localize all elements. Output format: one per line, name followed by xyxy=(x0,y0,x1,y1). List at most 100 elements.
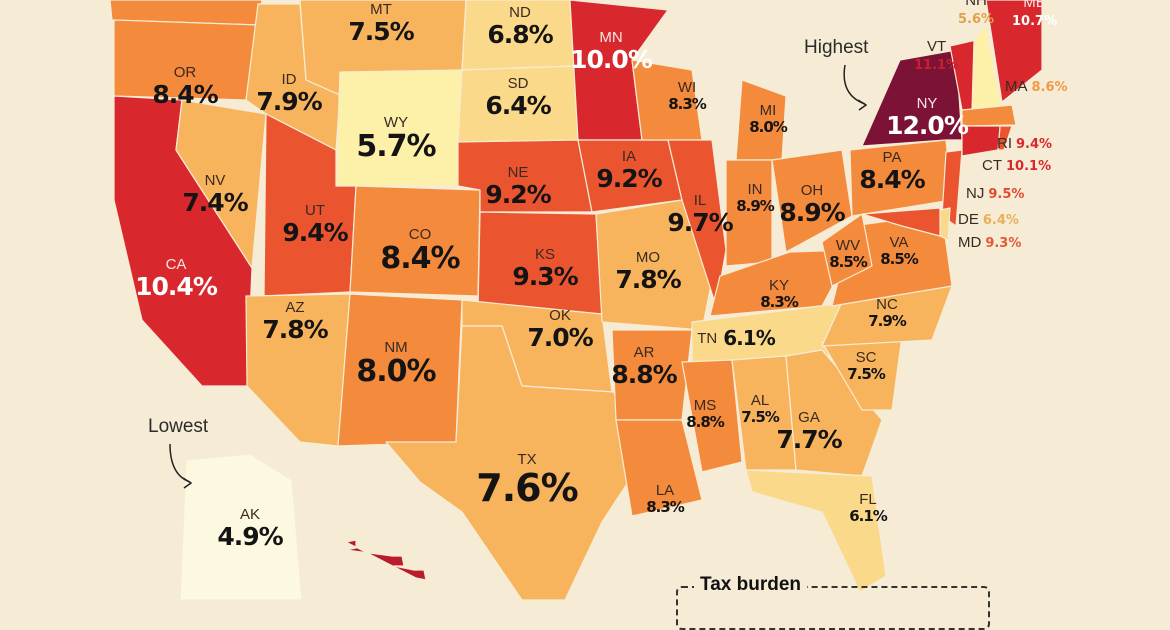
state-label-oh: OH 8.9% xyxy=(779,183,845,227)
state-label-ks: KS 9.3% xyxy=(512,247,578,289)
state-label-pa: PA 8.4% xyxy=(859,149,925,192)
state-fl xyxy=(745,469,887,593)
state-tax-value: 8.9% xyxy=(779,198,845,227)
state-tax-value: 8.5% xyxy=(880,250,919,268)
us-map xyxy=(109,0,1043,600)
state-abbr: AL xyxy=(750,392,770,409)
state-tax-value: 8.0% xyxy=(749,118,788,136)
state-abbr: WI xyxy=(677,79,697,96)
state-tax-value: 10.4% xyxy=(135,272,218,301)
state-tax-value: 8.9% xyxy=(736,197,775,215)
state-abbr: DE xyxy=(958,211,979,228)
state-la xyxy=(615,419,703,517)
highest-annotation: Highest xyxy=(804,37,869,58)
state-label-ms: MS 8.8% xyxy=(686,397,725,430)
state-abbr: RI xyxy=(997,135,1012,152)
state-abbr: AZ xyxy=(285,299,305,316)
state-abbr: CT xyxy=(982,157,1002,174)
state-abbr: MS xyxy=(693,397,717,414)
state-label-mn: MN 10.0% xyxy=(570,29,653,74)
state-label-la: LA 8.3% xyxy=(646,482,685,516)
state-md xyxy=(861,207,941,237)
state-label-ar: AR 8.8% xyxy=(611,344,677,387)
state-label-ok: OK 7.0% xyxy=(527,307,593,350)
state-tax-value: 9.4% xyxy=(282,218,348,247)
state-abbr: GA xyxy=(798,409,820,426)
state-tax-value: 9.2% xyxy=(485,180,551,209)
state-abbr: LA xyxy=(655,482,675,499)
state-tax-value: 6.8% xyxy=(487,20,553,49)
state-label-mi: MI 8.0% xyxy=(749,102,788,136)
state-abbr: MI xyxy=(759,102,777,119)
state-tax-value: 8.0% xyxy=(356,354,436,389)
state-abbr: PA xyxy=(882,149,902,166)
state-label-nh: NH 5.6% xyxy=(958,0,994,27)
state-abbr: UT xyxy=(305,202,325,219)
state-abbr: OK xyxy=(549,307,571,324)
state-nv xyxy=(175,99,267,269)
state-ak xyxy=(179,453,303,600)
state-label-wy: WY 5.7% xyxy=(356,114,436,162)
state-tax-value: 6.1% xyxy=(723,326,775,350)
state-label-ky: KY 8.3% xyxy=(760,277,799,310)
state-az xyxy=(245,293,351,447)
state-label-mt: MT 7.5% xyxy=(348,2,414,46)
state-abbr: NE xyxy=(507,164,529,181)
state-tax-value: 8.4% xyxy=(152,80,218,109)
state-tax-value: 9.4% xyxy=(1016,137,1053,152)
state-tax-value: 8.5% xyxy=(829,253,868,271)
state-label-ny: NY 12.0% xyxy=(886,95,969,138)
state-tax-value: 10.0% xyxy=(570,45,653,74)
state-mo xyxy=(595,199,713,331)
lowest-annotation: Lowest xyxy=(148,416,209,437)
state-abbr: CO xyxy=(408,226,432,243)
state-abbr: SC xyxy=(855,349,877,366)
state-tax-value: 7.9% xyxy=(256,87,322,116)
state-ga xyxy=(785,349,883,477)
state-label-wv: WV 8.5% xyxy=(829,238,868,271)
state-label-tn: TN 6.1% xyxy=(697,326,775,350)
state-abbr: CA xyxy=(165,256,187,273)
state-label-vt: VT 11.1% xyxy=(914,38,959,73)
state-tax-value: 7.5% xyxy=(348,17,414,46)
state-abbr: MD xyxy=(958,234,982,251)
state-tax-value: 9.3% xyxy=(985,236,1022,251)
state-abbr: NY xyxy=(916,95,938,112)
state-abbr: KY xyxy=(768,277,790,294)
state-label-in: IN 8.9% xyxy=(736,181,775,215)
state-ma xyxy=(961,104,1017,127)
state-tax-value: 7.5% xyxy=(741,408,780,426)
state-tax-value: 7.5% xyxy=(847,365,886,383)
state-abbr: AR xyxy=(633,344,655,361)
state-tax-value: 10.7% xyxy=(1012,14,1058,29)
state-label-ak: AK 4.9% xyxy=(217,507,283,551)
legend: Tax burden xyxy=(676,574,990,630)
annotation-arrows xyxy=(169,64,868,489)
state-label-ma: MA 8.6% xyxy=(1005,78,1068,95)
state-label-nj: NJ 9.5% xyxy=(966,185,1024,202)
state-wv xyxy=(821,213,873,287)
state-label-me: ME 10.7% xyxy=(1012,0,1057,29)
state-tax-value: 7.4% xyxy=(182,188,248,217)
state-tax-value: 7.9% xyxy=(868,312,907,330)
state-abbr: NC xyxy=(876,296,898,313)
state-label-nm: NM 8.0% xyxy=(356,339,436,389)
state-label-wi: WI 8.3% xyxy=(668,79,707,112)
state-abbr: MN xyxy=(599,29,623,46)
state-label-nd: ND 6.8% xyxy=(487,5,553,49)
state-label-ca: CA 10.4% xyxy=(135,256,218,301)
state-tax-value: 6.4% xyxy=(485,91,551,120)
state-label-il: IL 9.7% xyxy=(667,193,733,235)
state-label-co: CO 8.4% xyxy=(380,226,460,274)
state-abbr: NM xyxy=(384,339,408,356)
state-label-ct: CT 10.1% xyxy=(982,157,1051,174)
state-abbr: IN xyxy=(747,181,763,198)
state-label-sd: SD 6.4% xyxy=(485,76,551,120)
state-label-mo: MO 7.8% xyxy=(615,250,681,292)
state-abbr: WY xyxy=(383,114,409,131)
state-tax-value: 8.3% xyxy=(646,498,685,516)
state-abbr: NV xyxy=(204,172,226,189)
state-abbr: MA xyxy=(1005,78,1028,95)
state-label-ne: NE 9.2% xyxy=(485,164,551,209)
state-tax-value: 4.9% xyxy=(217,522,283,551)
